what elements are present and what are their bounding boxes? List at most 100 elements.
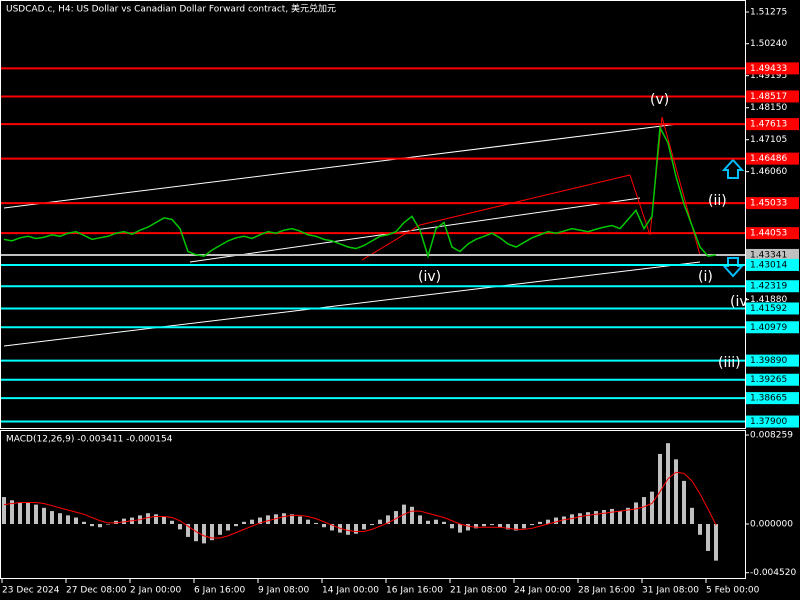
macd-bar [258,517,262,525]
wave-label: (i) [698,269,713,285]
level-label: 1.40979 [750,323,787,333]
macd-bar [442,521,446,525]
level-label-box [746,415,799,428]
macd-bar [634,502,638,525]
macd-bar [426,520,430,525]
level-label-box [746,152,799,165]
macd-bar [666,443,670,525]
level-label: 1.48517 [750,92,787,102]
macd-bar [242,521,246,525]
macd-bar [226,524,230,531]
x-tick-label: 21 Jan 08:00 [450,586,507,596]
level-label: 1.38665 [750,394,787,404]
macd-bar [610,508,614,525]
price-line [3,124,717,259]
level-label-box [746,118,799,131]
macd-bar [98,524,102,528]
x-tick-label: 5 Feb 00:00 [706,586,760,596]
wave-zigzag [361,116,701,261]
macd-bar [10,500,14,525]
macd-bar [498,524,502,528]
y-tick-label: 0.000000 [750,520,793,530]
x-tick-label: 9 Jan 08:00 [258,586,310,596]
macd-bar [66,515,70,525]
macd-bar [250,519,254,525]
macd-bar [682,480,686,525]
macd-bar [18,502,22,525]
macd-bar [178,524,182,530]
macd-bar [162,516,166,525]
macd-bar [34,504,38,525]
macd-bar [578,513,582,525]
level-label: 1.44053 [750,229,787,239]
level-label-box [746,302,799,315]
signal-line [3,471,717,539]
macd-bar [418,515,422,525]
macd-bar [546,519,550,525]
level-label-box [746,90,799,103]
macd-bar [466,524,470,531]
macd-bar [522,524,526,529]
macd-bar [306,519,310,525]
level-label: 1.47613 [750,120,787,130]
macd-bar [186,524,190,537]
level-label: 1.41592 [750,304,787,314]
macd-bar [50,511,54,525]
y-tick-label: 1.47105 [750,135,787,145]
macd-bar [674,459,678,525]
x-tick-label: 27 Dec 08:00 [66,586,127,596]
trendline [3,261,701,347]
macd-bar [202,524,206,544]
level-label-box [746,62,799,75]
wave-label: (ii) [708,193,727,209]
macd-bar [538,521,542,525]
macd-bar [354,524,358,534]
macd-bar [650,491,654,525]
macd-bar [114,520,118,525]
macd-bar [74,517,78,525]
level-label-box [746,354,799,367]
x-tick-label: 24 Jan 00:00 [514,586,571,596]
level-label-box [746,373,799,386]
trendlines [3,123,701,347]
chart-title: USDCAD.c, H4: US Dollar vs Canadian Doll… [6,3,336,15]
macd-bar [26,502,30,525]
macd-bar [514,524,518,531]
wave-label: (iii) [718,355,741,371]
x-tick-label: 16 Jan 16:00 [386,586,443,596]
level-label: 1.49433 [750,64,787,74]
trendline [3,123,679,209]
macd-pane-border [0,430,746,579]
macd-bar [410,506,414,525]
x-tick-label: 23 Dec 2024 [2,586,60,596]
macd-bar [290,514,294,525]
macd-bar [370,524,374,526]
arrows [721,158,745,278]
macd-bar [594,511,598,525]
x-tick-label: 6 Jan 16:00 [194,586,246,596]
macd-bar [322,524,326,528]
macd-bar [474,524,478,529]
up-arrow [721,158,745,179]
wave-label: (v) [650,92,669,108]
macd-bar [266,515,270,525]
level-label: 1.46486 [750,154,787,164]
macd-bar [706,524,710,551]
price-pane-border [0,0,746,429]
macd-bar [658,453,662,525]
macd-bar [642,497,646,525]
y-tick-label: 1.51275 [750,8,787,18]
macd-bar [698,524,702,535]
macd-bar [298,516,302,525]
macd-bar [450,524,454,529]
level-label: 1.43341 [750,250,787,260]
macd-bar [122,518,126,525]
macd-bar [362,524,366,530]
level-label: 1.39265 [750,375,787,385]
macd-bar [378,519,382,525]
trendline [189,197,641,263]
macd-bar [170,520,174,525]
macd-bar [570,514,574,525]
x-tick-label: 31 Jan 08:00 [642,586,699,596]
